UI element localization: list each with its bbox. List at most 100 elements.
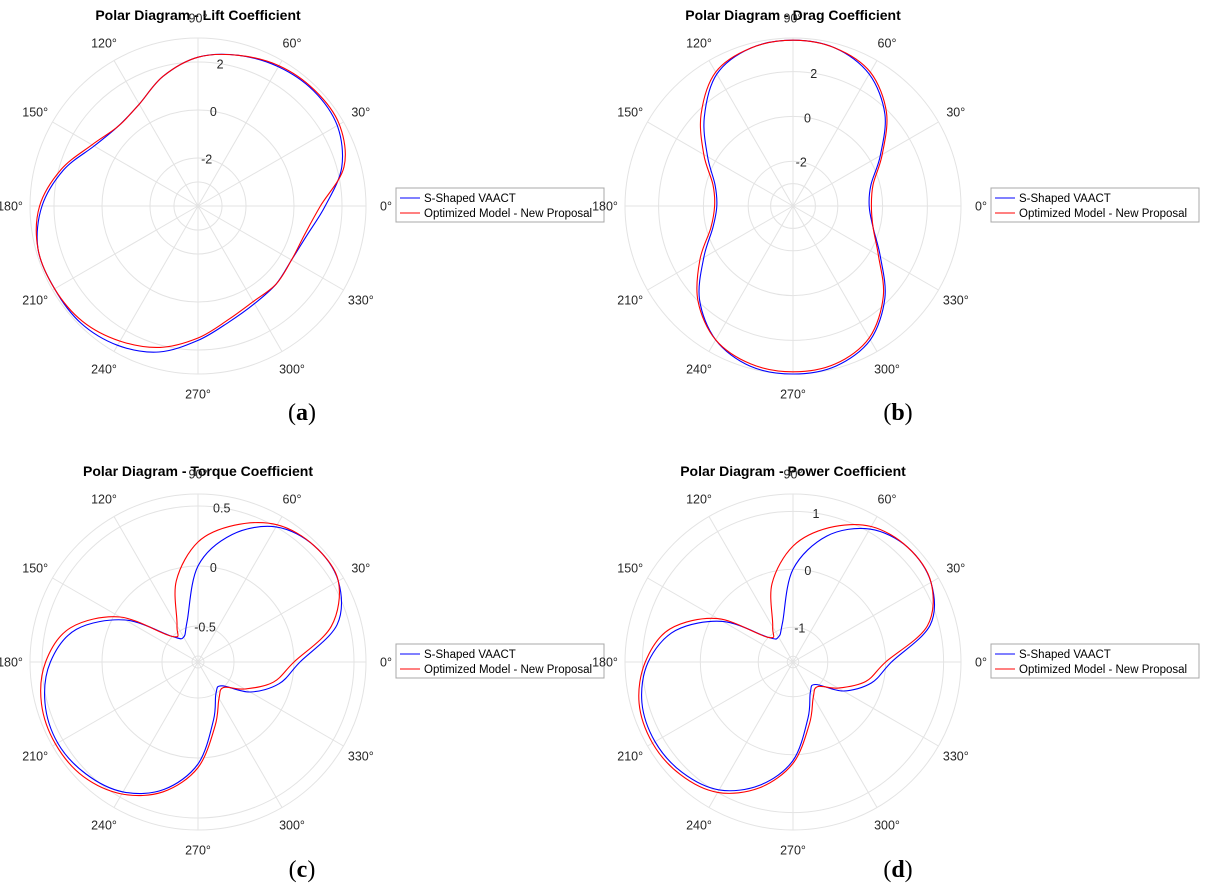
polar-panel-a: Polar Diagram - Lift Coefficient 0° 30° 60°… bbox=[0, 7, 605, 426]
angle-tick-label: 180° bbox=[592, 656, 618, 670]
grid-spoke bbox=[113, 661, 199, 808]
angle-tick-label: 150° bbox=[617, 562, 643, 576]
angle-tick-label: 0° bbox=[975, 656, 987, 670]
angle-tick-label: 240° bbox=[686, 362, 712, 376]
angle-tick-label: 210° bbox=[617, 294, 643, 308]
grid-spoke bbox=[647, 577, 794, 663]
angle-tick-label: 120° bbox=[686, 37, 712, 51]
angle-tick-label: 60° bbox=[283, 37, 302, 51]
grid-spoke bbox=[197, 205, 283, 352]
angle-tick-label: 30° bbox=[946, 562, 965, 576]
grid-spoke bbox=[52, 121, 199, 207]
angle-tick-label: 180° bbox=[0, 656, 23, 670]
angle-tick-label: 240° bbox=[686, 818, 712, 832]
grid-spoke bbox=[708, 516, 794, 663]
panel-label: (a) bbox=[288, 400, 316, 426]
grid-spoke bbox=[647, 205, 794, 291]
radial-tick-label: 2 bbox=[217, 57, 224, 71]
grid-spoke bbox=[708, 60, 794, 207]
polar-panel-b: Polar Diagram - Drag Coefficient 0° 30° 60°… bbox=[592, 7, 1200, 426]
angle-tick-label: 30° bbox=[946, 106, 965, 120]
chart-title: Polar Diagram - Drag Coefficient bbox=[685, 7, 901, 23]
angle-tick-label: 210° bbox=[617, 750, 643, 764]
legend-entry: S-Shaped VAACT bbox=[1019, 649, 1111, 661]
angle-tick-label: 0° bbox=[380, 656, 392, 670]
series-line-2 bbox=[638, 524, 934, 794]
angle-tick-label: 0° bbox=[975, 200, 987, 214]
angle-tick-label: 150° bbox=[22, 106, 48, 120]
grid-spoke bbox=[792, 661, 939, 747]
angle-tick-label: 300° bbox=[279, 818, 305, 832]
legend-box bbox=[990, 643, 1200, 679]
angle-tick-label: 240° bbox=[91, 362, 117, 376]
angle-tick-label: 150° bbox=[22, 562, 48, 576]
radial-tick-label: 2 bbox=[810, 67, 817, 81]
grid-spoke bbox=[792, 516, 878, 663]
angle-tick-label: 330° bbox=[943, 750, 969, 764]
panel-label: (c) bbox=[289, 857, 316, 883]
panel-label: (b) bbox=[883, 400, 912, 426]
grid-spoke bbox=[197, 121, 344, 207]
polar-panel-c: Polar Diagram - Torque Coefficient 0° 30° 6… bbox=[0, 463, 605, 883]
radial-tick-label: -1 bbox=[794, 622, 805, 636]
angle-tick-label: 330° bbox=[348, 750, 374, 764]
angle-tick-label: 180° bbox=[0, 200, 23, 214]
grid-spoke bbox=[113, 205, 199, 352]
legend: S-Shaped VAACT Optimized Model - New Prop… bbox=[395, 187, 605, 223]
series-line-1 bbox=[698, 39, 886, 375]
grid-spoke bbox=[197, 661, 283, 808]
angle-tick-label: 150° bbox=[617, 106, 643, 120]
legend: S-Shaped VAACT Optimized Model - New Prop… bbox=[990, 187, 1200, 223]
angle-tick-label: 60° bbox=[283, 493, 302, 507]
angle-tick-label: 210° bbox=[22, 750, 48, 764]
angle-tick-label: 300° bbox=[279, 362, 305, 376]
radial-tick-label: -0.5 bbox=[194, 620, 216, 634]
grid-spoke bbox=[792, 661, 878, 808]
grid-spoke bbox=[708, 661, 794, 808]
radial-tick-label: 0 bbox=[210, 105, 217, 119]
angle-tick-label: 270° bbox=[185, 388, 211, 402]
angle-tick-label: 0° bbox=[380, 200, 392, 214]
angle-tick-label: 270° bbox=[780, 388, 806, 402]
angle-tick-label: 210° bbox=[22, 294, 48, 308]
grid-spoke bbox=[113, 516, 199, 663]
grid-spoke bbox=[197, 205, 344, 291]
grid-spoke bbox=[792, 121, 939, 207]
series-line-2 bbox=[35, 53, 346, 348]
legend: S-Shaped VAACT Optimized Model - New Prop… bbox=[395, 643, 605, 679]
legend-box bbox=[395, 643, 605, 679]
chart-title: Polar Diagram - Power Coefficient bbox=[680, 463, 906, 479]
legend-box bbox=[395, 187, 605, 223]
grid-spoke bbox=[792, 60, 878, 207]
angle-tick-label: 30° bbox=[351, 106, 370, 120]
grid-spoke bbox=[197, 516, 283, 663]
legend-box bbox=[990, 187, 1200, 223]
panel-label: (d) bbox=[883, 857, 912, 883]
series-line-2 bbox=[40, 522, 340, 797]
chart-title: Polar Diagram - Lift Coefficient bbox=[95, 7, 301, 23]
angle-tick-label: 330° bbox=[943, 294, 969, 308]
series-line-1 bbox=[641, 527, 935, 792]
angle-tick-label: 300° bbox=[874, 362, 900, 376]
legend-entry: Optimized Model - New Proposal bbox=[424, 664, 592, 676]
radial-tick-label: 0.5 bbox=[213, 502, 230, 516]
grid-spoke bbox=[647, 661, 794, 747]
grid-spoke bbox=[708, 205, 794, 352]
radial-tick-label: 0 bbox=[804, 111, 811, 125]
radial-tick-label: -2 bbox=[201, 152, 212, 166]
legend-entry: S-Shaped VAACT bbox=[1019, 193, 1111, 205]
legend-entry: Optimized Model - New Proposal bbox=[424, 208, 592, 220]
grid-spoke bbox=[52, 661, 199, 747]
angle-tick-label: 270° bbox=[780, 844, 806, 858]
legend-entry: S-Shaped VAACT bbox=[424, 193, 516, 205]
angle-tick-label: 30° bbox=[351, 562, 370, 576]
grid-spoke bbox=[52, 205, 199, 291]
legend-entry: S-Shaped VAACT bbox=[424, 649, 516, 661]
angle-tick-label: 60° bbox=[878, 493, 897, 507]
angle-tick-label: 90° bbox=[189, 468, 208, 482]
grid-spoke bbox=[197, 577, 344, 663]
angle-tick-label: 270° bbox=[185, 844, 211, 858]
polar-panel-d: Polar Diagram - Power Coefficient 0° 30° 60… bbox=[592, 463, 1200, 883]
series-line-1 bbox=[44, 525, 343, 795]
